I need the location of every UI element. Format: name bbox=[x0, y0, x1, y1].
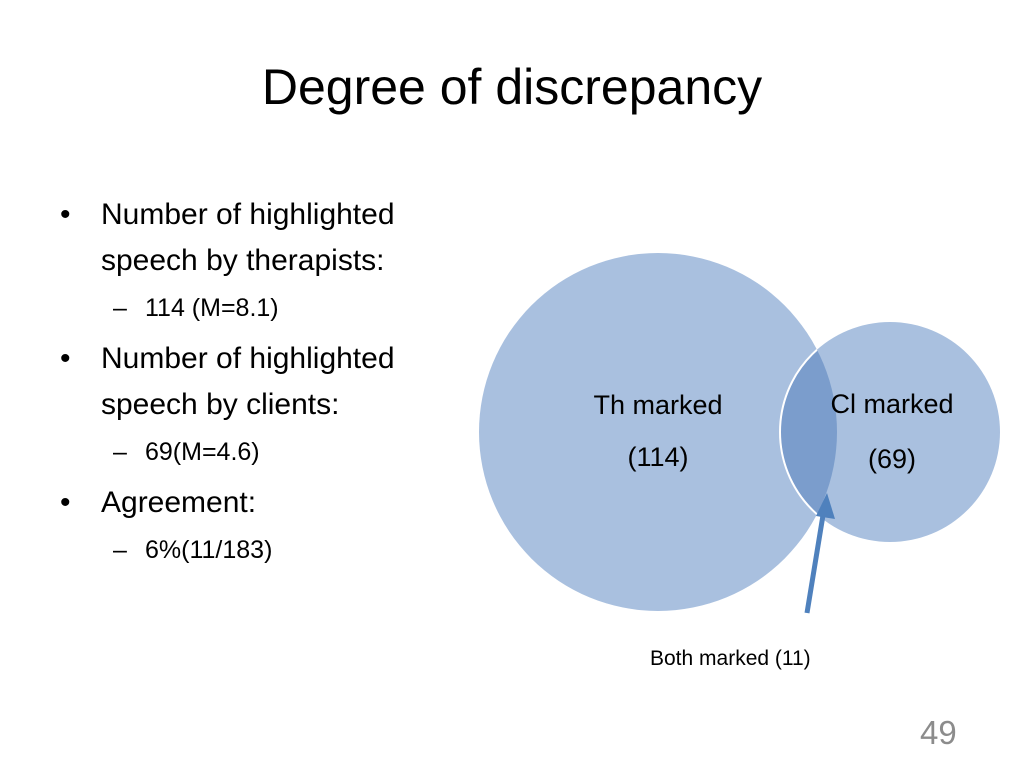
client-count: (69) bbox=[868, 444, 916, 474]
client-circle bbox=[780, 322, 1000, 542]
therapist-label: Th marked bbox=[593, 390, 722, 420]
bullet-list: Number of highlighted speech by therapis… bbox=[60, 192, 480, 578]
sub-bullet-therapists: 114 (M=8.1) bbox=[60, 290, 480, 326]
slide-title: Degree of discrepancy bbox=[261, 59, 763, 115]
overlap-caption: Both marked (11) bbox=[650, 647, 811, 670]
bullet-therapists: Number of highlighted speech by therapis… bbox=[60, 192, 480, 284]
bullet-agreement: Agreement: bbox=[60, 480, 480, 526]
overlap-arrow-shaft bbox=[804, 502, 828, 614]
overlap-edge bbox=[779, 321, 837, 543]
overlap-arrow-head bbox=[816, 493, 835, 519]
bullet-clients: Number of highlighted speech by clients: bbox=[60, 336, 480, 428]
sub-bullet-agreement: 6%(11/183) bbox=[60, 532, 480, 568]
therapist-count: (114) bbox=[627, 442, 688, 472]
sub-bullet-clients: 69(M=4.6) bbox=[60, 434, 480, 470]
therapist-circle bbox=[479, 253, 837, 611]
page-number: 49 bbox=[920, 714, 957, 751]
client-label: Cl marked bbox=[830, 389, 953, 419]
